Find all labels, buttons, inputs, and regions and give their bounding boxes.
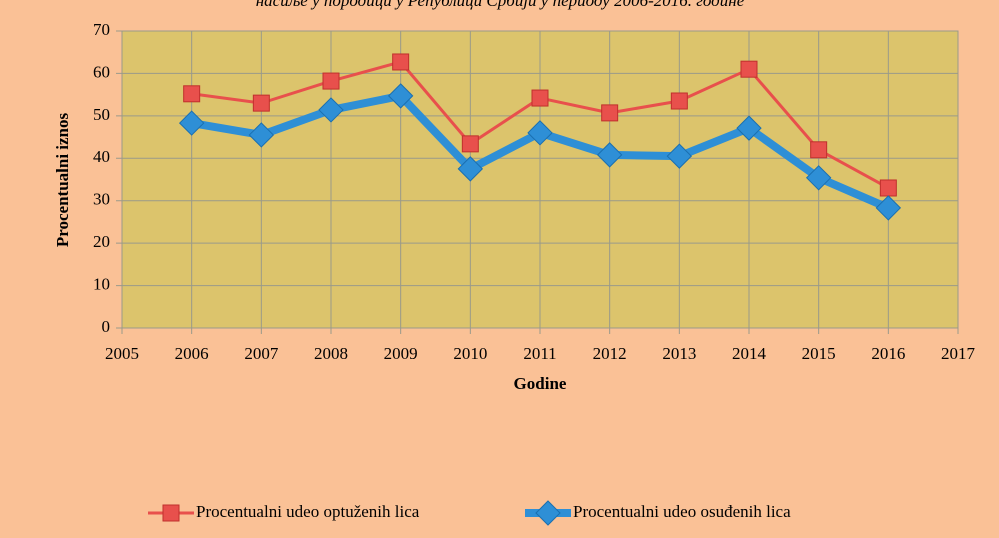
marker — [531, 89, 549, 107]
x-tick-label: 2009 — [384, 344, 418, 363]
marker — [596, 142, 623, 168]
x-tick-label: 2014 — [732, 344, 767, 363]
y-tick-label: 20 — [93, 232, 110, 251]
legend-label: Procentualni udeo optuženih lica — [196, 502, 420, 521]
x-axis-label: Godine — [514, 374, 567, 393]
marker — [805, 165, 832, 191]
marker — [248, 122, 275, 148]
marker — [461, 135, 479, 153]
marker — [183, 85, 201, 103]
y-tick-label: 60 — [93, 62, 110, 81]
marker — [740, 60, 758, 78]
marker — [736, 115, 762, 141]
marker — [879, 179, 897, 197]
y-tick-label: 50 — [93, 105, 110, 124]
x-tick-label: 2017 — [941, 344, 976, 363]
x-tick-label: 2008 — [314, 344, 348, 363]
marker — [875, 195, 902, 221]
y-tick-label: 30 — [93, 190, 110, 209]
marker — [810, 141, 828, 159]
x-tick-label: 2013 — [662, 344, 696, 363]
marker — [178, 110, 205, 136]
marker — [252, 94, 270, 112]
x-tick-label: 2016 — [871, 344, 905, 363]
marker — [666, 143, 693, 169]
chart-title: насиље у породици у Републици Србији у п… — [256, 0, 745, 10]
x-tick-label: 2015 — [802, 344, 836, 363]
y-tick-label: 40 — [93, 147, 110, 166]
legend-label: Procentualni udeo osuđenih lica — [573, 502, 791, 521]
y-tick-label: 10 — [93, 274, 110, 293]
marker — [392, 53, 410, 71]
x-tick-label: 2007 — [244, 344, 279, 363]
x-tick-label: 2012 — [593, 344, 627, 363]
y-tick-label: 70 — [93, 20, 110, 39]
y-tick-label: 0 — [102, 317, 111, 336]
x-tick-label: 2011 — [523, 344, 556, 363]
marker — [387, 83, 414, 109]
marker — [527, 120, 553, 146]
marker — [670, 92, 688, 110]
x-tick-label: 2005 — [105, 344, 139, 363]
marker — [322, 72, 340, 90]
marker — [601, 104, 619, 122]
legend-marker — [162, 504, 180, 522]
x-tick-label: 2010 — [453, 344, 487, 363]
marker — [457, 156, 484, 182]
y-axis-label: Procentualni iznos — [53, 112, 72, 247]
legend-marker — [535, 500, 561, 526]
marker — [318, 97, 344, 123]
x-tick-label: 2006 — [175, 344, 209, 363]
